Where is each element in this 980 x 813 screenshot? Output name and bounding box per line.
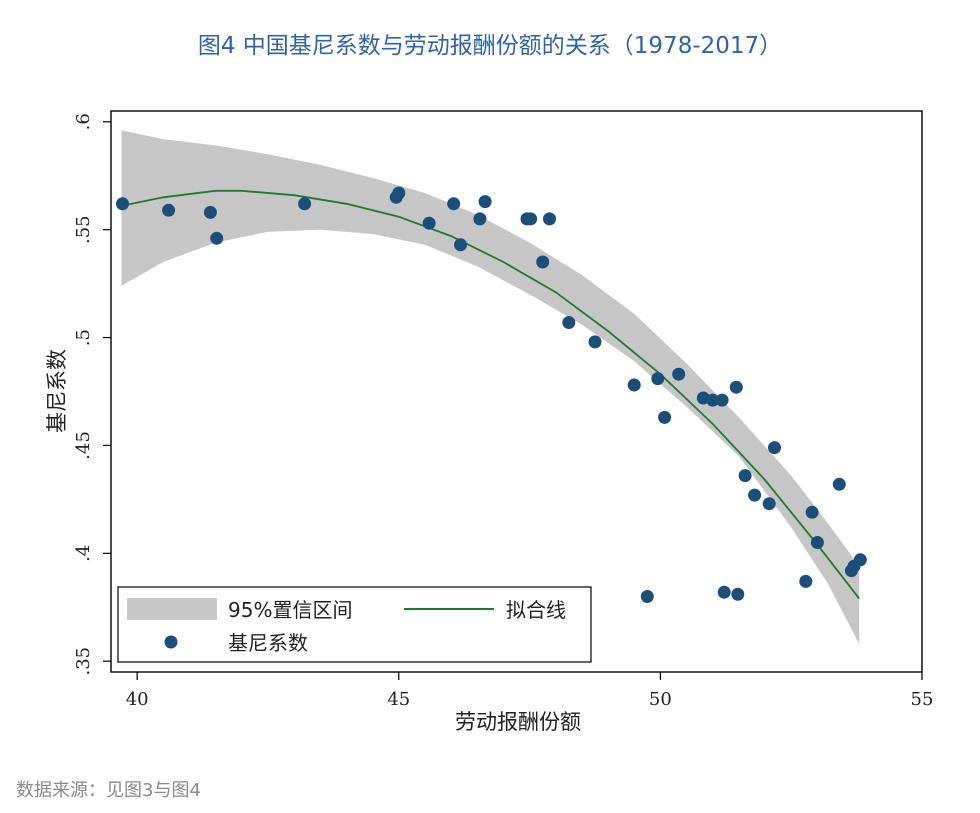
y-tick-label: .45 bbox=[73, 431, 94, 460]
ci-band-layer bbox=[121, 130, 860, 644]
data-point bbox=[799, 574, 813, 588]
data-point bbox=[473, 212, 487, 226]
data-source-note: 数据来源：见图3与图4 bbox=[16, 780, 201, 801]
data-point bbox=[715, 393, 729, 407]
data-point bbox=[640, 590, 654, 603]
data-point bbox=[536, 255, 550, 269]
data-point bbox=[454, 238, 467, 252]
data-point bbox=[651, 372, 665, 386]
y-axis-title: 基尼系数 bbox=[45, 349, 69, 433]
legend-line-label: 拟合线 bbox=[506, 598, 566, 622]
x-axis-title: 劳动报酬份额 bbox=[455, 710, 581, 734]
y-axis-ticks: .35 .4 .45 .5 .55 .6 bbox=[73, 113, 111, 676]
data-point bbox=[588, 335, 602, 349]
legend: 95%置信区间 拟合线 基尼系数 bbox=[117, 586, 592, 663]
data-point bbox=[706, 393, 720, 407]
data-point bbox=[627, 378, 641, 392]
x-axis-ticks: 40 45 50 55 bbox=[126, 672, 934, 710]
data-point bbox=[524, 212, 538, 226]
data-point bbox=[658, 410, 672, 424]
y-tick-label: .35 bbox=[73, 647, 94, 676]
data-point bbox=[478, 195, 492, 209]
legend-points-label: 基尼系数 bbox=[228, 631, 308, 655]
data-point bbox=[853, 553, 867, 567]
data-point bbox=[810, 536, 824, 549]
chart-svg: 40 45 50 55 .35 .4 .45 .5 .55 .6 劳动报酬份额 基尼系数 95%… bbox=[45, 110, 934, 734]
legend-point-swatch bbox=[164, 635, 178, 649]
data-point bbox=[738, 469, 752, 483]
data-point bbox=[672, 367, 686, 381]
plot-frame bbox=[110, 110, 923, 673]
data-point bbox=[392, 186, 406, 200]
data-point bbox=[731, 587, 745, 601]
y-tick-label: .55 bbox=[73, 215, 94, 244]
y-tick-label: .5 bbox=[73, 329, 94, 346]
data-point bbox=[543, 212, 556, 226]
data-point bbox=[717, 585, 731, 599]
data-point bbox=[729, 380, 743, 394]
data-point bbox=[116, 197, 129, 211]
data-point bbox=[210, 231, 224, 245]
data-point bbox=[162, 203, 176, 217]
figure-title: 图4 中国基尼系数与劳动报酬份额的关系（1978-2017） bbox=[197, 33, 783, 59]
ci-band bbox=[121, 130, 860, 644]
data-point bbox=[805, 505, 819, 519]
x-tick-label: 40 bbox=[126, 689, 149, 710]
x-tick-label: 45 bbox=[387, 689, 410, 710]
data-point bbox=[748, 488, 762, 502]
legend-band-label: 95%置信区间 bbox=[228, 598, 352, 622]
data-point bbox=[447, 197, 461, 211]
data-point bbox=[203, 205, 217, 219]
data-point bbox=[768, 441, 781, 455]
data-point bbox=[298, 197, 312, 211]
fit-line-layer bbox=[121, 189, 860, 600]
data-point bbox=[762, 497, 776, 511]
x-tick-label: 55 bbox=[911, 689, 934, 710]
y-tick-label: .6 bbox=[73, 113, 94, 130]
data-point bbox=[422, 216, 436, 230]
points-layer bbox=[116, 186, 867, 603]
y-tick-label: .4 bbox=[73, 545, 94, 562]
data-point bbox=[562, 316, 576, 329]
x-tick-label: 50 bbox=[649, 689, 672, 710]
data-point bbox=[832, 477, 846, 491]
legend-band-swatch bbox=[127, 598, 217, 620]
fit-line bbox=[121, 189, 860, 600]
